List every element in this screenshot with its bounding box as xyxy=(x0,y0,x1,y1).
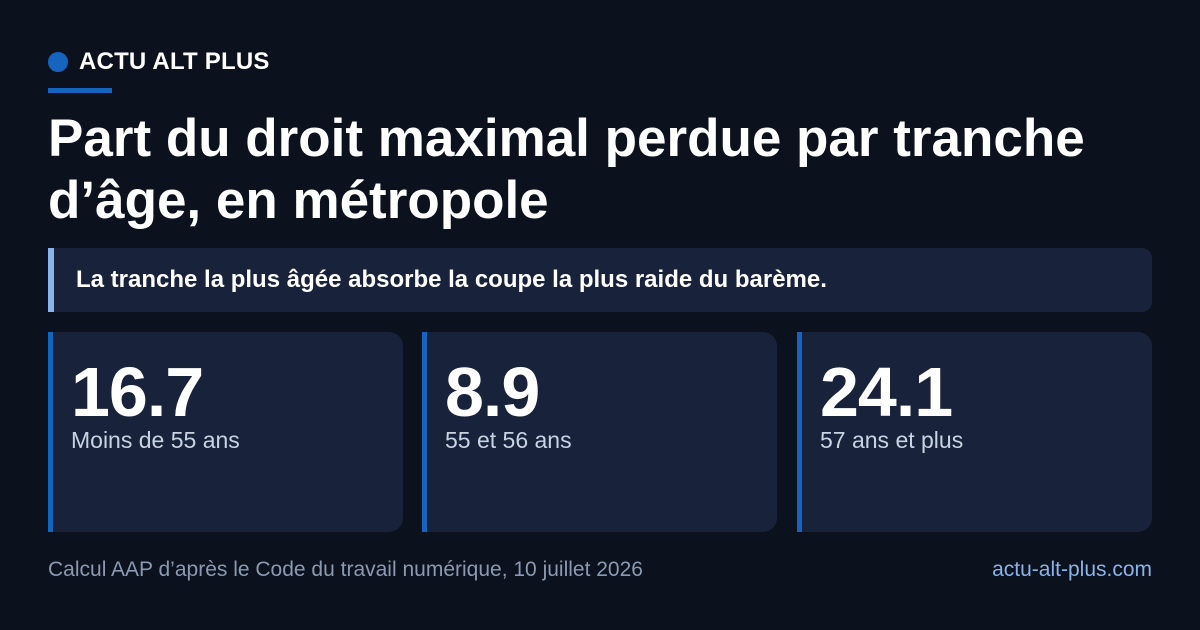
stat-card-57-plus: 24.1 57 ans et plus xyxy=(797,332,1152,532)
stat-value: 8.9 xyxy=(445,353,540,431)
stat-label: 55 et 56 ans xyxy=(445,427,572,453)
stat-label: Moins de 55 ans xyxy=(71,427,240,453)
page-title: Part du droit maximal perdue par tranche… xyxy=(48,109,1085,230)
brand-dot-icon xyxy=(48,52,68,72)
site-link[interactable]: actu-alt-plus.com xyxy=(992,558,1152,581)
stat-value: 24.1 xyxy=(820,353,953,431)
source-note: Calcul AAP d’après le Code du travail nu… xyxy=(48,558,643,581)
stat-card-55-56: 8.9 55 et 56 ans xyxy=(422,332,777,532)
stat-card-under-55: 16.7 Moins de 55 ans xyxy=(48,332,403,532)
brand-underline xyxy=(48,88,112,93)
stat-label: 57 ans et plus xyxy=(820,427,964,453)
subtitle-callout: La tranche la plus âgée absorbe la coupe… xyxy=(48,248,1152,312)
brand: ACTU ALT PLUS xyxy=(48,48,270,76)
brand-name: ACTU ALT PLUS xyxy=(79,48,270,75)
stat-value: 16.7 xyxy=(71,353,204,431)
